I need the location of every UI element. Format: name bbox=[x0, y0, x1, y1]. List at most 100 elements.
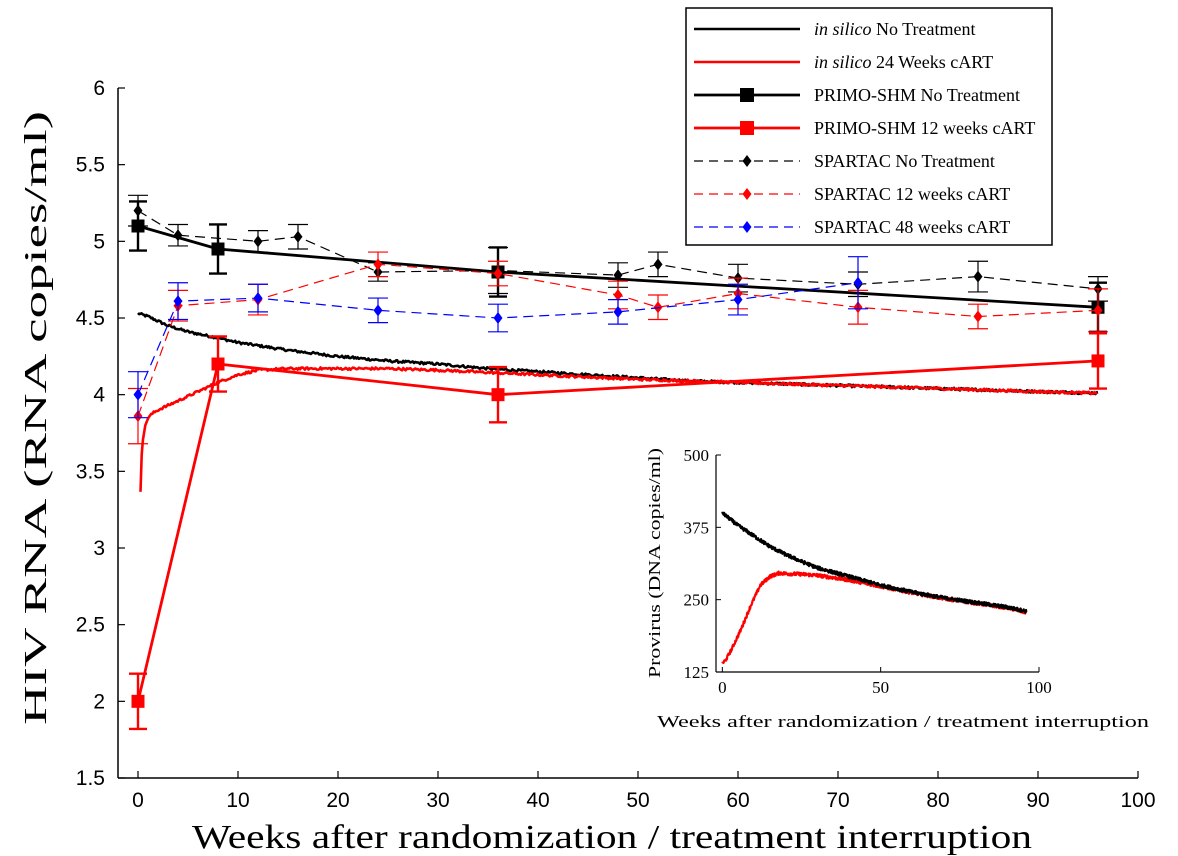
x-tick-label: 50 bbox=[626, 789, 649, 812]
legend-label: in silico 24 Weeks cART bbox=[814, 52, 993, 72]
legend-entry: PRIMO-SHM No Treatment bbox=[694, 85, 1020, 105]
inset-y-tick-label: 250 bbox=[684, 591, 710, 610]
x-tick-label: 90 bbox=[1026, 789, 1049, 812]
legend-marker-square bbox=[740, 88, 754, 102]
data-point-diamond bbox=[253, 292, 263, 305]
y-tick-label: 2 bbox=[93, 690, 105, 713]
series-in-silico-24-weeks-cart bbox=[139, 366, 1098, 492]
inset-y-axis-title: Provirus (DNA copies/ml) bbox=[645, 448, 664, 678]
legend-marker-diamond bbox=[742, 188, 752, 200]
legend-label-text: SPARTAC 48 weeks cART bbox=[814, 217, 1010, 237]
legend-entry: SPARTAC 12 weeks cART bbox=[694, 184, 1010, 204]
legend-label: SPARTAC 12 weeks cART bbox=[814, 184, 1010, 204]
legend-label: PRIMO-SHM 12 weeks cART bbox=[814, 118, 1035, 138]
y-tick-label: 3 bbox=[93, 537, 105, 560]
y-tick-label: 4.5 bbox=[76, 307, 105, 330]
legend-label-text: 24 Weeks cART bbox=[872, 52, 994, 72]
y-tick-label: 2.5 bbox=[76, 614, 105, 637]
series-line bbox=[137, 312, 1099, 396]
data-point-diamond bbox=[613, 305, 623, 318]
inset-background bbox=[715, 454, 1040, 673]
series-spartac-no-treatment bbox=[128, 194, 1108, 302]
y-tick-label: 3.5 bbox=[76, 460, 105, 483]
y-tick-label: 5.5 bbox=[76, 154, 105, 177]
series-line bbox=[137, 210, 1099, 290]
y-tick-label: 4 bbox=[93, 384, 105, 407]
series-line bbox=[139, 366, 1098, 492]
inset-x-tick-label: 50 bbox=[872, 678, 889, 697]
x-tick-label: 100 bbox=[1120, 789, 1155, 812]
series-line bbox=[137, 282, 859, 395]
data-point-diamond bbox=[373, 304, 383, 317]
x-tick-label: 20 bbox=[326, 789, 349, 812]
legend-label-text: PRIMO-SHM No Treatment bbox=[814, 85, 1020, 105]
legend-label-text: SPARTAC No Treatment bbox=[814, 151, 995, 171]
data-point-diamond bbox=[1093, 304, 1103, 317]
data-point-diamond bbox=[253, 235, 263, 248]
x-tick-label: 60 bbox=[726, 789, 749, 812]
inset-x-axis-title: Weeks after randomization / treatment in… bbox=[657, 712, 1150, 731]
legend-label-text: SPARTAC 12 weeks cART bbox=[814, 184, 1010, 204]
data-point-diamond bbox=[853, 276, 863, 289]
legend-entry: in silico No Treatment bbox=[694, 19, 976, 39]
data-point-square bbox=[131, 694, 145, 708]
x-tick-label: 10 bbox=[226, 789, 249, 812]
series-in-silico-no-treatment bbox=[137, 312, 1099, 396]
inset-y-tick-label: 375 bbox=[684, 518, 710, 537]
main-plot: 1.522.533.544.555.560 10 20 30 40 50 60 70 80 90 1… bbox=[76, 77, 1156, 812]
legend-label-text: No Treatment bbox=[872, 19, 976, 39]
data-point-diamond bbox=[653, 258, 663, 271]
x-tick-label: 70 bbox=[826, 789, 849, 812]
legend-marker-diamond bbox=[742, 155, 752, 167]
data-point-diamond bbox=[973, 270, 983, 283]
data-point-diamond bbox=[293, 230, 303, 243]
inset-x-tick-label: 100 bbox=[1026, 678, 1052, 697]
data-point-diamond bbox=[493, 267, 503, 280]
data-point-square bbox=[211, 242, 225, 256]
data-point-diamond bbox=[133, 204, 143, 217]
data-point-square bbox=[491, 388, 505, 402]
legend-marker-diamond bbox=[742, 221, 752, 233]
x-tick-label: 30 bbox=[426, 789, 449, 812]
series-line bbox=[136, 359, 1099, 702]
legend-marker-square bbox=[740, 121, 754, 135]
data-point-diamond bbox=[133, 388, 143, 401]
data-point-square bbox=[211, 357, 225, 371]
data-point-diamond bbox=[493, 312, 503, 324]
legend-label: SPARTAC 48 weeks cART bbox=[814, 217, 1010, 237]
x-tick-label: 0 bbox=[132, 789, 144, 812]
legend-entry: PRIMO-SHM 12 weeks cART bbox=[694, 118, 1035, 138]
legend-entry: SPARTAC 48 weeks cART bbox=[694, 217, 1010, 237]
inset-x-tick-label: 0 bbox=[718, 678, 727, 697]
legend-label: SPARTAC No Treatment bbox=[814, 151, 995, 171]
data-point-diamond bbox=[613, 269, 623, 282]
series-spartac-48-weeks-cart bbox=[128, 256, 868, 419]
legend-entry: in silico 24 Weeks cART bbox=[694, 52, 993, 72]
data-point-diamond bbox=[373, 258, 383, 271]
y-tick-label: 6 bbox=[93, 77, 105, 100]
data-point-diamond bbox=[173, 295, 183, 308]
inset-y-tick-label: 125 bbox=[684, 663, 710, 682]
data-point-diamond bbox=[173, 229, 183, 242]
data-point-square bbox=[1091, 354, 1105, 368]
legend-label-italic: in silico bbox=[814, 19, 872, 39]
inset-series-line bbox=[721, 511, 1028, 614]
legend-label-text: PRIMO-SHM 12 weeks cART bbox=[814, 118, 1035, 138]
x-tick-label: 80 bbox=[926, 789, 949, 812]
x-axis-title: Weeks after randomization / treatment in… bbox=[192, 819, 1032, 856]
data-point-diamond bbox=[733, 293, 743, 306]
series-primo-shm-12-weeks-cart bbox=[129, 332, 1107, 731]
y-tick-label: 5 bbox=[93, 230, 105, 253]
data-point-diamond bbox=[613, 289, 623, 301]
data-point-diamond bbox=[973, 310, 983, 323]
legend-label: PRIMO-SHM No Treatment bbox=[814, 85, 1020, 105]
inset-series-in-silico-no-treatment bbox=[721, 511, 1028, 614]
y-tick-label: 1.5 bbox=[76, 767, 105, 790]
legend-entry: SPARTAC No Treatment bbox=[694, 151, 995, 171]
inset-plot: 125 250 375 500 0 50 100 bbox=[684, 446, 1052, 697]
inset-y-tick-label: 500 bbox=[684, 446, 710, 465]
legend-label: in silico No Treatment bbox=[814, 19, 976, 39]
y-axis-title: HIV RNA (RNA copies/ml) bbox=[17, 111, 53, 725]
